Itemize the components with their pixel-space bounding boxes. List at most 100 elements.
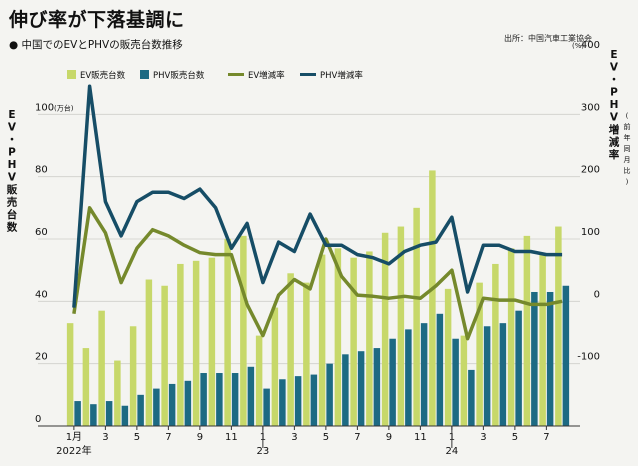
phv-bar bbox=[184, 380, 192, 426]
right-axis-note-char: 同 bbox=[624, 145, 631, 153]
phv-bar bbox=[389, 338, 396, 426]
ev-bar bbox=[507, 248, 515, 426]
ev-bar bbox=[539, 254, 546, 426]
ev-bar bbox=[82, 348, 90, 426]
phv-bar bbox=[562, 285, 570, 426]
ev-bar bbox=[318, 254, 326, 426]
right-axis-note-char: ( bbox=[626, 112, 629, 120]
phv-bar bbox=[357, 351, 365, 426]
left-axis-unit: (万台) bbox=[54, 103, 74, 112]
phv-bar bbox=[263, 388, 270, 426]
right-tick-label: -100 bbox=[577, 352, 600, 363]
ev-bar bbox=[192, 260, 200, 426]
right-axis-label-char: 減 bbox=[609, 136, 620, 149]
ev-bar bbox=[66, 323, 74, 426]
left-axis-ticks: 0 20 40 60 80 100 (万台) bbox=[35, 102, 74, 425]
x-tick-label: 7 bbox=[354, 432, 360, 443]
ev-bar bbox=[366, 251, 373, 426]
phv-bar bbox=[468, 369, 475, 426]
phv-bar bbox=[231, 373, 239, 426]
right-axis-label-char: P bbox=[610, 87, 618, 99]
year-label: 23 bbox=[257, 446, 270, 457]
right-axis-label-char: V bbox=[610, 62, 619, 74]
legend-label: EV販売台数 bbox=[80, 70, 126, 81]
ev-bar bbox=[255, 335, 263, 426]
x-tick-label: 7 bbox=[543, 432, 549, 443]
ev-bar bbox=[460, 335, 468, 426]
x-tick-label: 9 bbox=[386, 432, 392, 443]
chart-subtitle: ● 中国でのEVとPHVの販売台数推移 bbox=[9, 39, 183, 51]
x-tick-label: 5 bbox=[512, 432, 518, 443]
ev-bar bbox=[224, 239, 231, 426]
left-axis-label-char: ・ bbox=[7, 134, 18, 146]
phv-bar bbox=[342, 354, 349, 426]
x-tick-label: 11 bbox=[225, 432, 238, 443]
x-tick-label: 9 bbox=[197, 432, 203, 443]
ev-bar bbox=[413, 207, 420, 426]
ev-bar bbox=[381, 232, 389, 426]
ev-bar bbox=[114, 360, 121, 426]
phv-bar bbox=[279, 379, 286, 426]
ev-growth-line bbox=[72, 206, 563, 341]
legend-label: PHV増減率 bbox=[320, 70, 363, 81]
x-tick-label: 1月 bbox=[66, 431, 82, 443]
left-axis-label-char: V bbox=[8, 122, 17, 134]
left-tick-label: 40 bbox=[35, 289, 48, 300]
ev-bar bbox=[208, 257, 216, 426]
x-tick-label: 3 bbox=[102, 432, 108, 443]
x-tick-label: 7 bbox=[165, 432, 171, 443]
x-tick-label: 5 bbox=[323, 432, 329, 443]
year-label: 24 bbox=[446, 446, 459, 457]
right-axis-label-char: V bbox=[610, 112, 619, 124]
phv-bar bbox=[247, 366, 255, 426]
left-tick-label: 0 bbox=[35, 414, 41, 425]
legend-swatch bbox=[67, 70, 76, 79]
phv-bar bbox=[452, 338, 459, 426]
phv-bar bbox=[137, 394, 144, 426]
chart-title: 伸び率が下落基調に bbox=[9, 9, 185, 31]
left-tick-label: 100 bbox=[35, 102, 54, 113]
ev-bar bbox=[555, 226, 562, 426]
ev-bar bbox=[523, 235, 531, 426]
phv-bar bbox=[436, 313, 444, 426]
ev-bar bbox=[161, 285, 168, 426]
left-tick-label: 20 bbox=[35, 352, 48, 363]
ev-bar bbox=[145, 279, 153, 426]
ev-bar bbox=[129, 326, 137, 426]
year-label: 2022年 bbox=[56, 444, 91, 457]
right-axis-ticks: -100 0 100 200 300 400(%) bbox=[572, 40, 600, 363]
left-axis-label-char: 台 bbox=[7, 208, 18, 221]
right-axis-note-char: ) bbox=[626, 178, 629, 186]
ev-bar bbox=[444, 288, 452, 426]
x-tick-label: 3 bbox=[480, 432, 486, 443]
x-tick-label: 5 bbox=[134, 432, 140, 443]
right-axis-note-char: 月 bbox=[624, 156, 631, 164]
right-tick-label: 200 bbox=[581, 165, 600, 176]
left-axis-label-char: V bbox=[8, 172, 17, 184]
legend: EV販売台数 PHV販売台数 EV増減率 PHV増減率 bbox=[67, 70, 363, 81]
phv-bar bbox=[216, 373, 223, 426]
x-tick-label: 11 bbox=[414, 432, 427, 443]
phv-bar bbox=[310, 374, 318, 426]
phv-bar bbox=[168, 383, 176, 426]
phv-bar bbox=[121, 405, 129, 426]
ev-bar bbox=[397, 226, 405, 426]
left-tick-label: 60 bbox=[35, 227, 48, 238]
left-axis-label-char: E bbox=[8, 109, 15, 121]
phv-bar bbox=[515, 310, 522, 426]
phv-bar bbox=[546, 291, 554, 426]
ev-bar bbox=[492, 263, 499, 426]
phv-bar bbox=[153, 388, 160, 426]
right-axis-label-char: 増 bbox=[609, 123, 620, 136]
right-axis-label-char: E bbox=[610, 49, 617, 61]
legend-label: EV増減率 bbox=[248, 70, 285, 81]
x-axis-ticks: 1月357911135791113572022年2324 bbox=[38, 425, 580, 457]
ev-bar bbox=[177, 263, 184, 426]
ev-bar bbox=[334, 248, 342, 426]
ev-bar bbox=[303, 282, 310, 426]
ev-bar bbox=[287, 273, 294, 426]
ev-bar bbox=[271, 307, 279, 426]
right-axis-note-char: 比 bbox=[624, 166, 631, 175]
phv-bar bbox=[326, 363, 333, 426]
